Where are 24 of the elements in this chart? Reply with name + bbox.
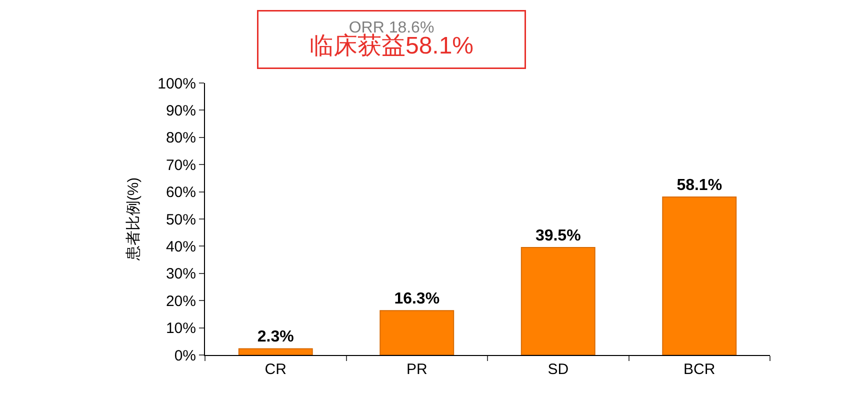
y-tick-label: 40% bbox=[166, 238, 196, 256]
x-tick-label: BCR bbox=[684, 361, 716, 378]
y-tick-label: 80% bbox=[166, 130, 196, 147]
bar bbox=[520, 247, 596, 355]
y-tick-label: 50% bbox=[166, 211, 196, 228]
data-label: 2.3% bbox=[257, 328, 294, 346]
y-tick-label: 100% bbox=[158, 75, 196, 92]
y-tick-label: 20% bbox=[166, 292, 196, 310]
y-tick-label: 0% bbox=[174, 347, 196, 364]
bar bbox=[380, 310, 454, 355]
y-tick-label: 30% bbox=[166, 266, 196, 283]
y-tick-label: 10% bbox=[166, 320, 196, 338]
x-tick-label: PR bbox=[406, 361, 428, 378]
x-tick-label: CR bbox=[264, 361, 287, 378]
y-tick-label: 70% bbox=[166, 156, 196, 174]
data-label: 58.1% bbox=[676, 176, 722, 194]
y-tick-label: 60% bbox=[166, 184, 196, 202]
y-axis-title: 患者比例(%) bbox=[124, 177, 142, 262]
bar bbox=[238, 348, 313, 355]
y-tick-label: 90% bbox=[166, 102, 196, 120]
bar bbox=[662, 196, 737, 355]
data-label: 39.5% bbox=[535, 228, 581, 245]
data-label: 16.3% bbox=[394, 290, 440, 308]
x-tick-label: SD bbox=[548, 361, 569, 378]
